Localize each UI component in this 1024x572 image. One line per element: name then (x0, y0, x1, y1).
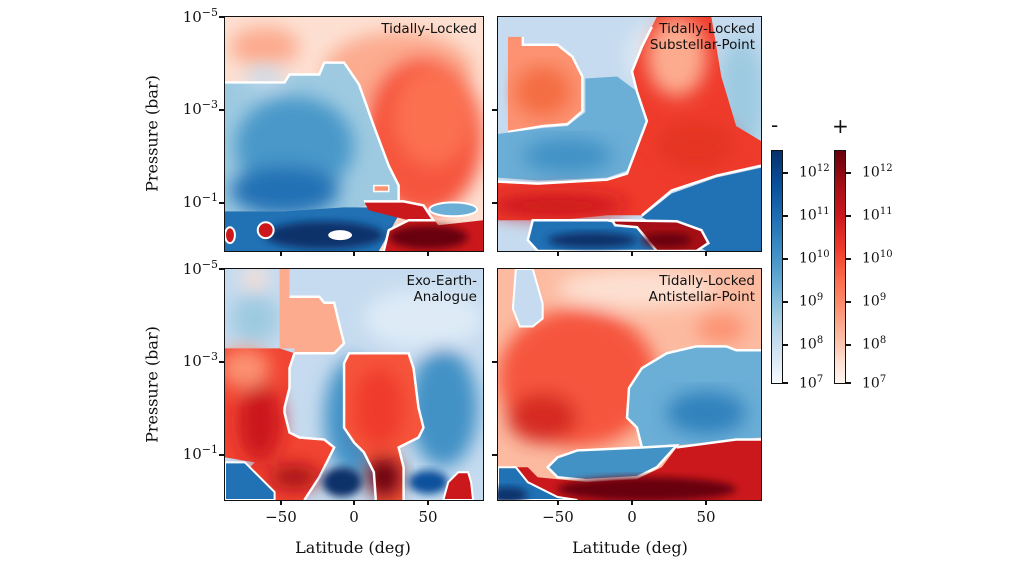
cb-pos-label-1e9: 109 (862, 292, 887, 310)
cb-neg-label-1e11: 1011 (799, 206, 830, 224)
xtick-mark (353, 500, 355, 505)
xtick-right-0: 0 (627, 508, 637, 526)
ytick-bottom-1e-5: 10−5 (182, 258, 218, 278)
xtick-mark (631, 500, 633, 505)
panel-exo-earth-analogue: Exo-Earth- Analogue (224, 268, 484, 501)
cb-pos-label-1e8: 108 (862, 335, 887, 353)
xtick-mark (427, 251, 429, 256)
cb-neg-label-1e9: 109 (799, 292, 824, 310)
xtick-mark (280, 251, 282, 256)
cb-tick (783, 344, 788, 346)
xtick-left-50: 50 (418, 508, 438, 526)
colorbar-negative (771, 150, 783, 384)
cb-tick (783, 258, 788, 260)
y-axis-label-top: Pressure (bar) (142, 75, 162, 192)
xtick-mark (705, 500, 707, 505)
ytick-top-1e-1: 10−1 (182, 191, 218, 211)
xtick-left-neg50: −50 (265, 508, 297, 526)
panel-antistellar-point: Tidally-Locked Antistellar-Point (497, 268, 762, 501)
ytick-bottom-1e-3: 10−3 (182, 350, 218, 370)
y-axis-label-bottom: Pressure (bar) (142, 326, 162, 443)
panel-substellar-point: Tidally-Locked Substellar-Point (497, 16, 762, 252)
cb-tick (846, 215, 851, 217)
colorbar-negative-sign: - (771, 113, 779, 137)
cb-tick (846, 172, 851, 174)
xtick-mark (705, 251, 707, 256)
cb-pos-label-1e12: 1012 (862, 163, 893, 181)
xtick-mark (557, 251, 559, 256)
colorbar-positive (834, 150, 846, 384)
cb-pos-label-1e10: 1010 (862, 249, 893, 267)
xtick-mark (280, 500, 282, 505)
cb-neg-label-1e7: 107 (799, 374, 824, 392)
ytick-mark (219, 361, 224, 363)
cb-tick (846, 258, 851, 260)
cb-tick (846, 344, 851, 346)
cb-tick (846, 301, 851, 303)
contour-plot (498, 17, 761, 251)
panel-label: Tidally-Locked (381, 21, 477, 37)
cb-neg-label-1e8: 108 (799, 335, 824, 353)
panel-label: Tidally-Locked Substellar-Point (649, 21, 755, 53)
ytick-top-1e-3: 10−3 (182, 98, 218, 118)
ytick-mark (219, 202, 224, 204)
cb-neg-label-1e10: 1010 (799, 249, 830, 267)
cb-pos-label-1e11: 1011 (862, 206, 893, 224)
cb-pos-label-1e7: 107 (862, 374, 887, 392)
xtick-mark (353, 251, 355, 256)
xtick-mark (427, 500, 429, 505)
ytick-mark (492, 454, 497, 456)
ytick-mark (492, 109, 497, 111)
x-axis-label-right: Latitude (deg) (572, 538, 688, 557)
ytick-bottom-1e-1: 10−1 (182, 443, 218, 463)
ytick-top-1e-5: 10−5 (182, 6, 218, 26)
ytick-mark (219, 454, 224, 456)
xtick-mark (631, 251, 633, 256)
panel-label: Tidally-Locked Antistellar-Point (648, 273, 755, 305)
cb-tick (783, 301, 788, 303)
contour-plot (225, 17, 483, 251)
x-axis-label-left: Latitude (deg) (295, 538, 411, 557)
cb-tick (783, 382, 788, 384)
xtick-right-50: 50 (696, 508, 716, 526)
contour-plot (498, 269, 761, 500)
panel-label: Exo-Earth- Analogue (406, 273, 477, 305)
ytick-mark (492, 361, 497, 363)
cb-tick (846, 382, 851, 384)
cb-tick (783, 172, 788, 174)
panel-tidally-locked: Tidally-Locked (224, 16, 484, 252)
colorbar-positive-sign: + (832, 114, 849, 138)
ytick-mark (492, 202, 497, 204)
cb-tick (783, 215, 788, 217)
xtick-left-0: 0 (349, 508, 359, 526)
ytick-mark (219, 268, 224, 270)
xtick-right-neg50: −50 (542, 508, 574, 526)
cb-neg-label-1e12: 1012 (799, 163, 830, 181)
ytick-mark (219, 16, 224, 18)
xtick-mark (557, 500, 559, 505)
ytick-mark (219, 109, 224, 111)
contour-plot (225, 269, 483, 500)
